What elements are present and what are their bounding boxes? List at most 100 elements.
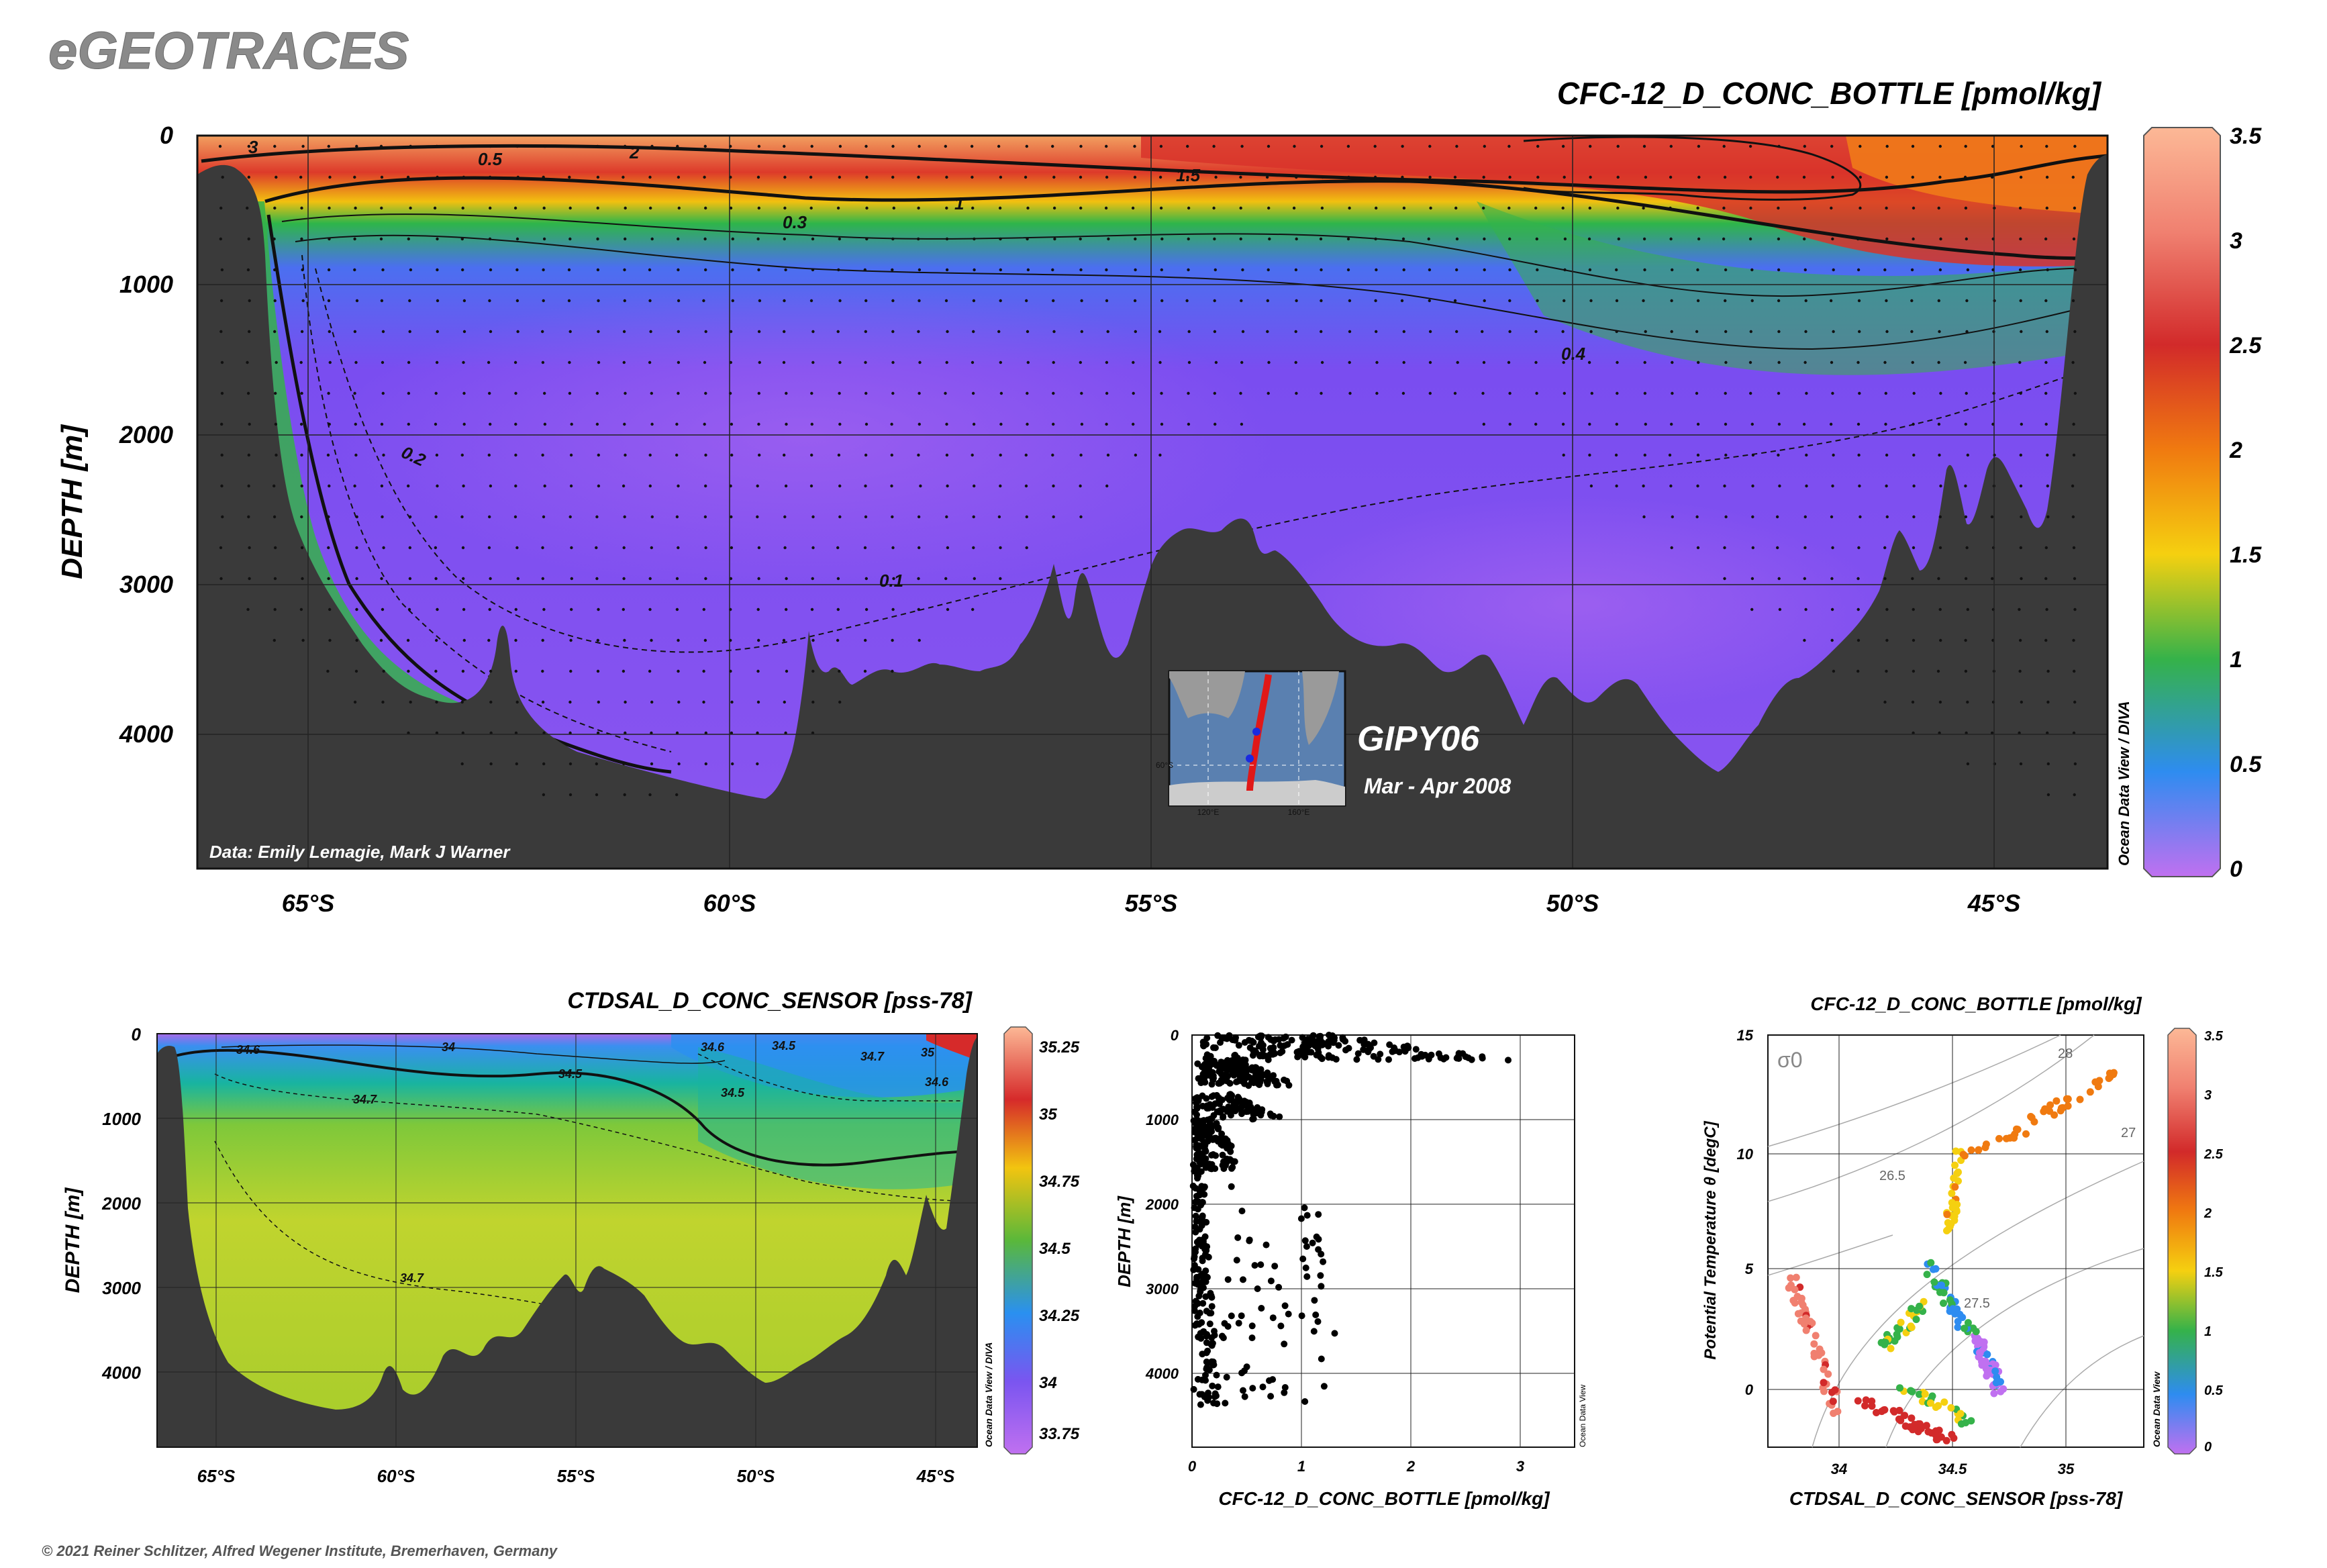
profile-point: [1222, 1400, 1229, 1407]
sample-point: [1562, 453, 1565, 457]
sample-point: [1106, 453, 1110, 457]
sample-point: [247, 144, 250, 148]
sample-point: [891, 299, 895, 303]
sample-point: [1614, 453, 1618, 457]
sample-point: [1750, 422, 1754, 426]
inset-station: [1252, 728, 1260, 736]
ts-point: [1794, 1310, 1802, 1318]
ts-point: [1944, 1219, 1952, 1227]
profile-point: [1335, 1042, 1342, 1049]
sample-point: [1402, 206, 1406, 210]
sample-point: [300, 206, 303, 210]
sample-point: [1803, 206, 1807, 210]
colorbar-tick: 1.5: [2204, 1265, 2224, 1280]
sample-point: [1885, 237, 1889, 241]
sample-point: [407, 669, 410, 673]
sample-point: [1830, 360, 1834, 364]
sample-point: [1052, 515, 1055, 519]
sample-point: [1722, 144, 1726, 148]
sample-point: [1966, 268, 1970, 272]
sample-point: [1158, 453, 1162, 457]
sample-point: [838, 391, 841, 395]
sample-point: [248, 299, 251, 303]
ts-point: [1954, 1323, 1962, 1331]
sample-point: [1212, 206, 1216, 210]
profile-point: [1271, 1263, 1279, 1270]
ts-point: [1949, 1305, 1957, 1313]
sample-point: [973, 268, 976, 272]
sample-point: [675, 515, 679, 519]
sample-point: [1857, 546, 1861, 550]
sample-point: [648, 360, 652, 364]
sample-point: [2045, 144, 2048, 148]
sample-point: [1856, 669, 1860, 673]
sample-point: [1668, 453, 1672, 457]
colorbar-tick: 34.5: [1039, 1240, 1071, 1258]
sample-point: [462, 391, 466, 395]
sample-point: [756, 669, 760, 673]
sample-point: [1134, 268, 1137, 272]
sample-point: [1052, 391, 1055, 395]
sample-point: [622, 607, 625, 611]
sample-point: [1267, 391, 1270, 395]
sample-point: [891, 330, 895, 334]
sample-point: [809, 484, 813, 488]
profile-point: [1418, 1052, 1426, 1060]
sample-point: [731, 237, 735, 241]
profile-point: [1205, 1129, 1213, 1136]
sample-point: [1590, 391, 1593, 395]
ts-point: [1943, 1210, 1951, 1218]
profile-point: [1314, 1318, 1322, 1325]
sample-point: [1293, 144, 1296, 148]
sample-point: [1348, 206, 1351, 210]
sample-point: [219, 546, 223, 550]
sample-point: [569, 484, 573, 488]
sample-point: [1455, 330, 1458, 334]
sample-point: [972, 299, 976, 303]
profile-point: [1221, 1320, 1228, 1327]
sample-point: [1832, 669, 1836, 673]
sample-point: [1966, 762, 1970, 766]
profile-point: [1385, 1056, 1392, 1063]
ts-points: [1785, 1069, 2118, 1444]
sample-point: [1991, 175, 1994, 179]
x-tick: 55°S: [1125, 889, 1177, 917]
sample-point: [1402, 330, 1405, 334]
sample-point: [1026, 206, 1030, 210]
sample-point: [811, 577, 814, 581]
profile-point: [1231, 1158, 1238, 1165]
sample-point: [1802, 422, 1806, 426]
sample-point: [623, 515, 626, 519]
profile-point: [1215, 1080, 1222, 1087]
ts-point: [1897, 1318, 1905, 1326]
sample-point: [1616, 206, 1620, 210]
sample-point: [1024, 175, 1028, 179]
sample-point: [2046, 484, 2049, 488]
sample-point: [1080, 299, 1083, 303]
sample-point: [1561, 422, 1565, 426]
sample-point: [783, 700, 787, 704]
sample-point: [1080, 422, 1084, 426]
sample-point: [2072, 731, 2076, 735]
sample-point: [1642, 237, 1646, 241]
sample-point: [2045, 330, 2048, 334]
profile-point: [1320, 1383, 1328, 1390]
sample-point: [675, 453, 679, 457]
sample-point: [1832, 330, 1835, 334]
profile-point: [1211, 1136, 1219, 1143]
sample-point: [1671, 360, 1674, 364]
sample-point: [1724, 391, 1727, 395]
sample-point: [838, 515, 842, 519]
ts-chart-title: CFC-12_D_CONC_BOTTLE [pmol/kg]: [1810, 993, 2142, 1014]
sample-point: [1697, 237, 1701, 241]
profile-point: [1284, 1041, 1291, 1048]
profile-point: [1281, 1389, 1288, 1396]
profile-point: [1207, 1310, 1215, 1317]
profile-frame: [1191, 1034, 1575, 1448]
sample-point: [543, 144, 547, 148]
ts-point: [1908, 1414, 1916, 1422]
sample-point: [300, 237, 303, 241]
sample-point: [353, 268, 356, 272]
sample-point: [1132, 391, 1135, 395]
sample-point: [973, 237, 976, 241]
